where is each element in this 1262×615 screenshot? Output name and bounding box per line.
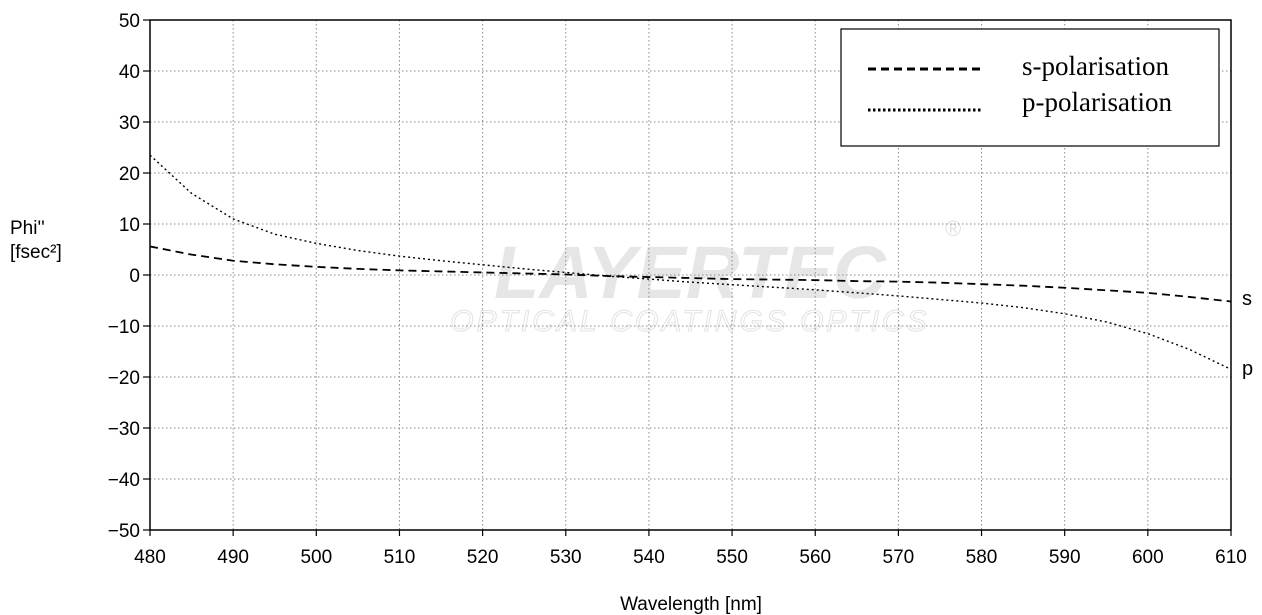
legend: s-polarisation p-polarisation — [840, 28, 1220, 147]
y-tick-label: 0 — [129, 266, 140, 287]
watermark-brand: LAYERTEC — [494, 231, 888, 314]
x-tick-label: 610 — [1215, 547, 1247, 568]
tick-marks — [143, 19, 1232, 536]
legend-label-p: p-polarisation — [1022, 87, 1172, 117]
y-tick-label: 50 — [119, 11, 140, 32]
y-tick-label: −30 — [108, 419, 140, 440]
y-tick-label: 10 — [119, 215, 140, 236]
y-tick-label: −40 — [108, 470, 140, 491]
x-tick-label: 480 — [134, 547, 166, 568]
legend-box — [840, 28, 1220, 147]
y-tick-label: −20 — [108, 368, 140, 389]
series-line-p — [149, 154, 1232, 370]
legend-label-s: s-polarisation — [1022, 51, 1169, 81]
plot-area-frame — [149, 19, 1232, 531]
y-tick-label: 40 — [119, 62, 140, 83]
x-tick-label: 510 — [384, 547, 416, 568]
y-axis-title-line1: Phi'' — [10, 218, 45, 239]
x-tick-label: 600 — [1132, 547, 1164, 568]
x-tick-label: 530 — [550, 547, 582, 568]
watermark: LAYERTEC ® OPTICAL COATINGS OPTICS — [450, 216, 962, 339]
y-tick-label: −10 — [108, 317, 140, 338]
x-tick-label: 540 — [633, 547, 665, 568]
x-tick-labels: 480 490 500 510 520 530 540 550 560 570 580 590 600 6… — [134, 547, 1247, 568]
x-tick-label: 570 — [883, 547, 915, 568]
x-tick-label: 590 — [1049, 547, 1081, 568]
x-tick-label: 560 — [799, 547, 831, 568]
watermark-tagline: OPTICAL COATINGS OPTICS — [450, 305, 930, 338]
watermark-registered: ® — [945, 216, 961, 241]
y-axis-title-line2: [fsec²] — [10, 242, 62, 263]
x-tick-label: 520 — [467, 547, 499, 568]
series-line-s — [149, 245, 1232, 303]
series-end-label-p: p — [1242, 358, 1253, 380]
series-lines — [149, 154, 1232, 370]
y-tick-label: 20 — [119, 164, 140, 185]
y-tick-labels: 50 40 30 20 10 0 −10 −20 −30 −40 −50 — [108, 11, 140, 542]
y-tick-label: −50 — [108, 521, 140, 542]
y-tick-label: 30 — [119, 113, 140, 134]
x-tick-label: 500 — [300, 547, 332, 568]
x-tick-label: 580 — [966, 547, 998, 568]
x-axis-title: Wavelength [nm] — [620, 594, 762, 615]
series-end-label-s: s — [1242, 288, 1252, 310]
x-tick-label: 490 — [217, 547, 249, 568]
x-tick-label: 550 — [716, 547, 748, 568]
